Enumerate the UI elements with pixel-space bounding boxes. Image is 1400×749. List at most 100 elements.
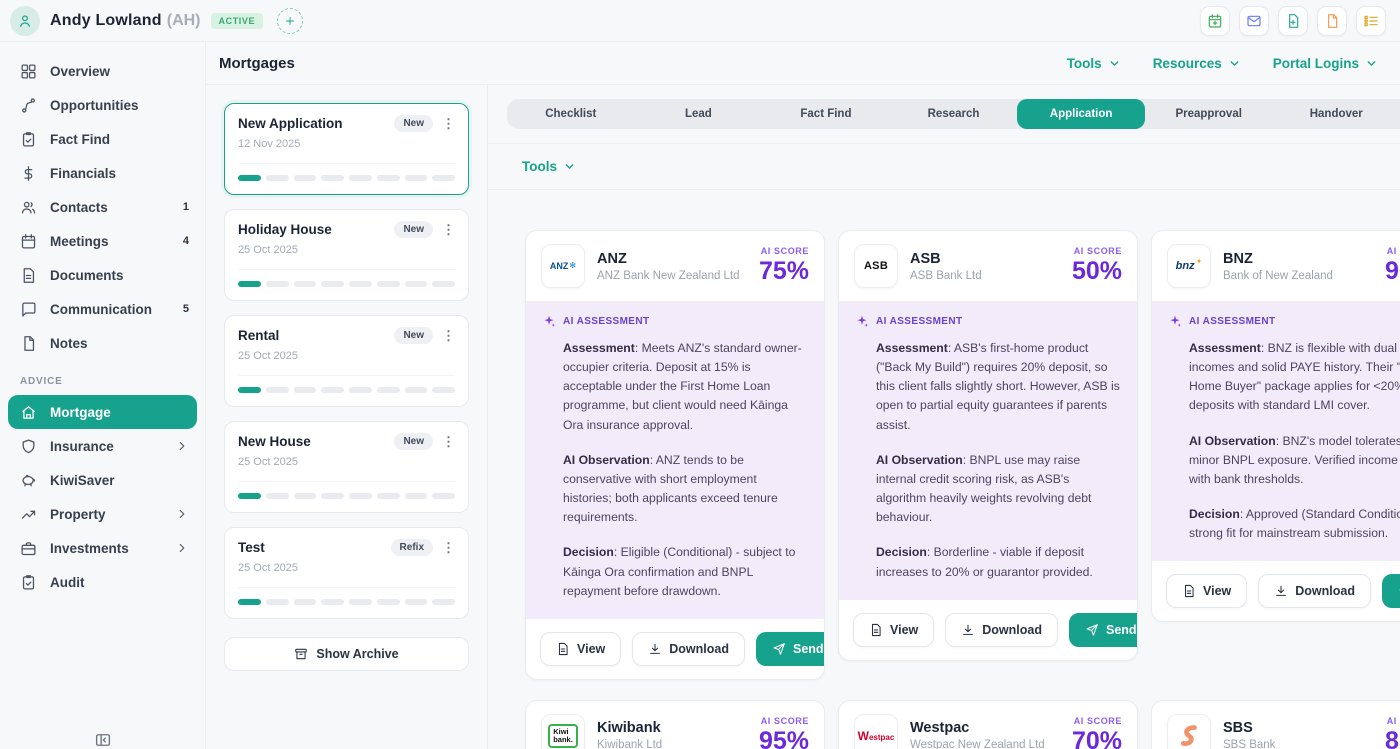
application-type-badge: New [394, 115, 433, 132]
piggy-bank-icon [20, 472, 37, 489]
bank-name: ANZ [597, 250, 627, 267]
ai-score-label: AI SCORE [760, 246, 809, 256]
progress-segment [349, 175, 372, 181]
progress-segment [349, 281, 372, 287]
assessment-paragraph-assessment: Assessment: ASB's first-home product ("B… [876, 341, 1120, 432]
stage-tools-dropdown[interactable]: Tools [522, 159, 576, 174]
assessment-paragraph-ai-observation: AI Observation: BNZ's model tolerates mi… [1189, 433, 1400, 486]
application-card-new-house[interactable]: New House New ⋮ 25 Oct 2025 [224, 421, 469, 513]
tab-research[interactable]: Research [927, 108, 980, 120]
bank-name: Westpac [910, 720, 970, 737]
progress-segment [293, 493, 317, 499]
sidebar-item-mortgage[interactable]: Mortgage [8, 395, 197, 429]
tools-dropdown[interactable]: Tools [1067, 56, 1121, 71]
tab-lead[interactable]: Lead [684, 108, 712, 120]
kebab-menu-icon[interactable]: ⋮ [442, 540, 455, 555]
archive-icon [294, 647, 308, 661]
progress-segment [404, 175, 428, 181]
ai-score-value: 90% [1384, 257, 1400, 285]
kebab-menu-icon[interactable]: ⋮ [442, 116, 455, 131]
send-icon [1085, 623, 1099, 637]
header-actions [1200, 5, 1386, 36]
mail-button[interactable] [1239, 5, 1269, 36]
kebab-menu-icon[interactable]: ⋮ [442, 222, 455, 237]
application-card-new-application[interactable]: New Application New ⋮ 12 Nov 2025 [224, 103, 469, 195]
sidebar-item-documents[interactable]: Documents [8, 258, 197, 292]
progress-segment [376, 599, 400, 605]
sidebar-item-meetings[interactable]: Meetings 4 [8, 224, 197, 258]
kebab-menu-icon[interactable]: ⋮ [442, 434, 455, 449]
file-text-icon [1182, 584, 1196, 598]
portal-logins-dropdown[interactable]: Portal Logins [1273, 56, 1378, 71]
progress-segment [432, 175, 455, 181]
collapse-sidebar-button[interactable] [94, 731, 112, 749]
application-card-test[interactable]: Test Refix ⋮ 25 Oct 2025 [224, 527, 469, 619]
bank-card-anz: ANZ ✻ ANZ ANZ Bank New Zealand Ltd AI SCO… [525, 230, 825, 680]
send-button[interactable]: Send [755, 631, 824, 666]
tasks-button[interactable] [1356, 5, 1386, 36]
sidebar-item-opportunities[interactable]: Opportunities [8, 88, 197, 122]
ai-score-value: 75% [758, 257, 809, 285]
resources-dropdown[interactable]: Resources [1153, 56, 1241, 71]
progress-segment [321, 175, 344, 181]
ai-score-label: AI SCORE [1386, 715, 1400, 726]
sidebar-item-communication[interactable]: Communication 5 [8, 292, 197, 326]
progress-segment [265, 387, 289, 393]
ai-score-value: 95% [758, 726, 809, 749]
tab-fact-find[interactable]: Fact Find [800, 108, 852, 120]
sidebar-item-contacts[interactable]: Contacts 1 [8, 190, 197, 224]
sidebar-item-financials[interactable]: Financials [8, 156, 197, 190]
application-date: 25 Oct 2025 [238, 562, 298, 574]
chevron-right-icon [175, 507, 189, 521]
application-type-badge: New [394, 433, 433, 450]
mail-icon [1246, 13, 1262, 29]
sidebar-item-overview[interactable]: Overview [8, 54, 197, 88]
progress-segment [376, 281, 400, 287]
bank-subtitle: ANZ Bank New Zealand Ltd [597, 269, 740, 282]
send-button[interactable]: Send [1068, 612, 1137, 647]
ai-score-label: AI SCORE [760, 715, 809, 726]
westpac-logo: Westpac [854, 713, 898, 749]
chevron-down-icon [1228, 57, 1241, 70]
download-button[interactable]: Download [1258, 574, 1371, 609]
progress-segment [265, 175, 289, 181]
calendar-plus-button[interactable] [1200, 5, 1230, 36]
route-icon [20, 97, 37, 114]
tab-preapproval[interactable]: Preapproval [1175, 108, 1242, 120]
add-button[interactable] [277, 7, 304, 34]
tab-handover[interactable]: Handover [1309, 108, 1363, 120]
send-button[interactable]: Send [1381, 574, 1400, 609]
view-button[interactable]: View [1166, 574, 1248, 609]
briefcase-icon [20, 540, 37, 557]
sidebar-item-kiwisaver[interactable]: KiwiSaver [8, 463, 197, 497]
tab-application[interactable]: Application [1017, 99, 1145, 129]
sidebar-item-insurance[interactable]: Insurance [8, 429, 197, 463]
assessment-paragraph-decision: Decision: Approved (Standard Conditions)… [1189, 507, 1400, 541]
application-card-rental[interactable]: Rental New ⋮ 25 Oct 2025 [224, 315, 469, 407]
progress-segment [238, 599, 261, 605]
calendar-plus-icon [1207, 13, 1223, 29]
application-card-holiday-house[interactable]: Holiday House New ⋮ 25 Oct 2025 [224, 209, 469, 301]
application-date: 25 Oct 2025 [238, 350, 298, 362]
sidebar-item-notes[interactable]: Notes [8, 326, 197, 360]
show-archive-button[interactable]: Show Archive [224, 637, 469, 671]
tab-checklist[interactable]: Checklist [545, 108, 597, 120]
view-button[interactable]: View [853, 612, 935, 647]
progress-bar [238, 587, 455, 605]
sidebar-item-property[interactable]: Property [8, 497, 197, 531]
application-type-badge: New [394, 327, 433, 344]
file-plus-button[interactable] [1278, 5, 1308, 36]
trending-up-icon [20, 506, 37, 523]
sidebar-item-fact-find[interactable]: Fact Find [8, 122, 197, 156]
progress-bar [238, 163, 455, 181]
bank-subtitle: ASB Bank Ltd [910, 269, 982, 282]
file-button[interactable] [1317, 5, 1347, 36]
kebab-menu-icon[interactable]: ⋮ [442, 328, 455, 343]
sidebar-item-investments[interactable]: Investments [8, 531, 197, 565]
bank-subtitle: Westpac New Zealand Ltd [910, 739, 1045, 749]
clipboard-check-icon [20, 574, 37, 591]
download-button[interactable]: Download [945, 612, 1058, 647]
view-button[interactable]: View [540, 631, 622, 666]
download-button[interactable]: Download [632, 631, 745, 666]
sidebar-item-audit[interactable]: Audit [8, 565, 197, 599]
